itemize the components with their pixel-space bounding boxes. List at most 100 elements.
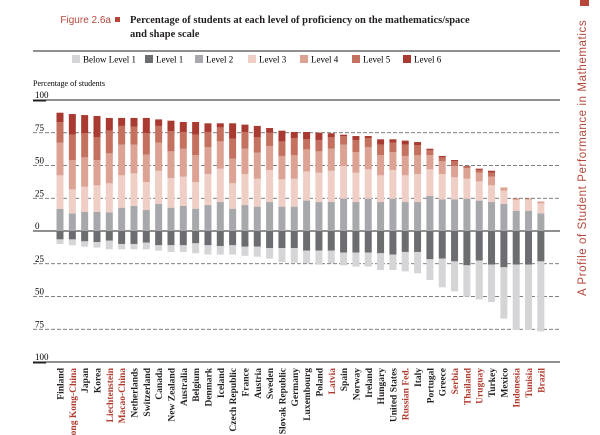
legend-label: Level 6 [414,55,442,65]
bar-segment-below-level-1 [500,267,508,319]
bar-segment-level-6 [229,123,237,139]
bar-segment-level-4 [401,155,409,176]
bar-segment-level-5 [451,161,459,167]
bar-segment-level-3 [253,178,261,207]
bar-segment-level-5 [290,137,298,156]
bar-segment-level-6 [118,117,126,126]
bar-segment-below-level-1 [155,245,163,251]
bar-segment-level-2 [118,207,126,231]
bar-segment-level-1 [118,231,126,244]
bar-segment-below-level-1 [253,246,261,257]
bar-segment-level-1 [389,231,397,255]
bar-segment-level-1 [327,231,335,251]
bar-segment-level-4 [512,198,520,200]
title-square-icon [115,17,120,22]
bar-segment-level-3 [93,185,101,213]
category-label: Denmark [204,367,214,406]
bar-segment-level-5 [266,132,274,146]
category-label: Latvia [328,368,338,395]
bar-segment-level-3 [167,177,175,208]
bar-segment-level-6 [438,155,446,158]
bar-segment-level-6 [204,123,212,132]
bar-segment-level-4 [241,148,249,175]
bar-segment-level-6 [475,168,483,170]
bar-segment-level-4 [475,172,483,182]
bar-segment-level-4 [130,144,138,174]
bar-segment-level-4 [105,153,113,184]
y-tick-label: 50 [35,287,45,297]
category-label: Korea [93,368,103,393]
bar-segment-level-4 [179,148,187,177]
category-label: Slovak Republic [278,368,288,434]
bar-segment-below-level-1 [93,242,101,248]
bar-segment-level-6 [290,131,298,138]
bar-segment-level-5 [303,139,311,150]
bar-segment-level-1 [463,231,471,266]
bar-segment-level-4 [192,155,200,183]
bar-segment-level-5 [389,142,397,153]
bar-segment-level-4 [327,148,335,171]
bar-segment-level-6 [401,140,409,145]
bars [56,112,545,332]
bar-segment-below-level-1 [105,240,113,250]
bar-segment-level-5 [130,126,138,145]
bar-segment-level-3 [426,169,434,197]
bar-segment-level-6 [414,142,422,146]
category-label: Mexico [500,368,510,398]
bar-segment-level-3 [118,175,126,208]
category-label: Netherlands [130,368,140,418]
bar-segment-level-4 [364,147,372,170]
bar-segment-level-2 [266,202,274,231]
bar-segment-level-1 [512,231,520,265]
bar-segment-level-5 [68,134,76,160]
bar-segment-below-level-1 [488,264,496,303]
bar-segment-level-6 [463,166,471,167]
bar-segment-level-5 [118,125,126,145]
bar-segment-below-level-1 [278,248,286,263]
bar-segment-level-1 [142,231,150,243]
legend-label: Level 4 [311,55,339,65]
category-label: Macao-China [118,368,128,424]
bar-segment-level-3 [278,179,286,207]
bar-segment-below-level-1 [68,239,76,246]
bar-segment-level-6 [81,115,89,134]
bar-segment-level-3 [216,168,224,203]
bar-segment-level-1 [315,231,323,251]
category-label: Austria [254,368,264,399]
bar-segment-level-6 [364,136,372,138]
bar-segment-level-5 [352,139,360,153]
bar-segment-below-level-1 [426,259,434,280]
bar-segment-below-level-1 [179,245,187,252]
bar-segment-level-2 [155,204,163,231]
bar-segment-level-4 [377,155,385,176]
legend-swatch [72,55,80,63]
bar-segment-level-3 [315,172,323,203]
category-label: Hong Kong-China [69,368,79,435]
bar-segment-level-1 [56,231,64,240]
bar-segment-level-5 [426,150,434,156]
bar-segment-level-6 [179,122,187,132]
category-label: Uruguay [476,368,486,404]
bar-segment-level-1 [525,231,533,265]
bar-segment-level-4 [352,152,360,173]
y-tick-label: 100 [35,352,49,362]
bar-segment-level-6 [327,133,335,138]
y-tick-label: 50 [35,156,45,166]
category-label: Italy [414,368,424,387]
category-label: Belgium [192,368,202,402]
bar-segment-level-6 [167,120,175,132]
bar-segment-level-4 [142,154,150,183]
bar-segment-level-4 [229,158,237,184]
bar-segment-level-1 [500,231,508,268]
category-label: Germany [291,368,301,407]
bar-segment-level-5 [179,131,187,149]
bar-segment-level-4 [68,159,76,190]
bar-segment-level-5 [204,131,212,148]
category-label: New Zealand [167,367,177,421]
bar-segment-level-2 [315,202,323,231]
bar-segment-level-5 [377,144,385,156]
bar-segment-level-2 [377,202,385,231]
bar-segment-level-5 [438,157,446,162]
bar-segment-level-6 [315,132,323,140]
